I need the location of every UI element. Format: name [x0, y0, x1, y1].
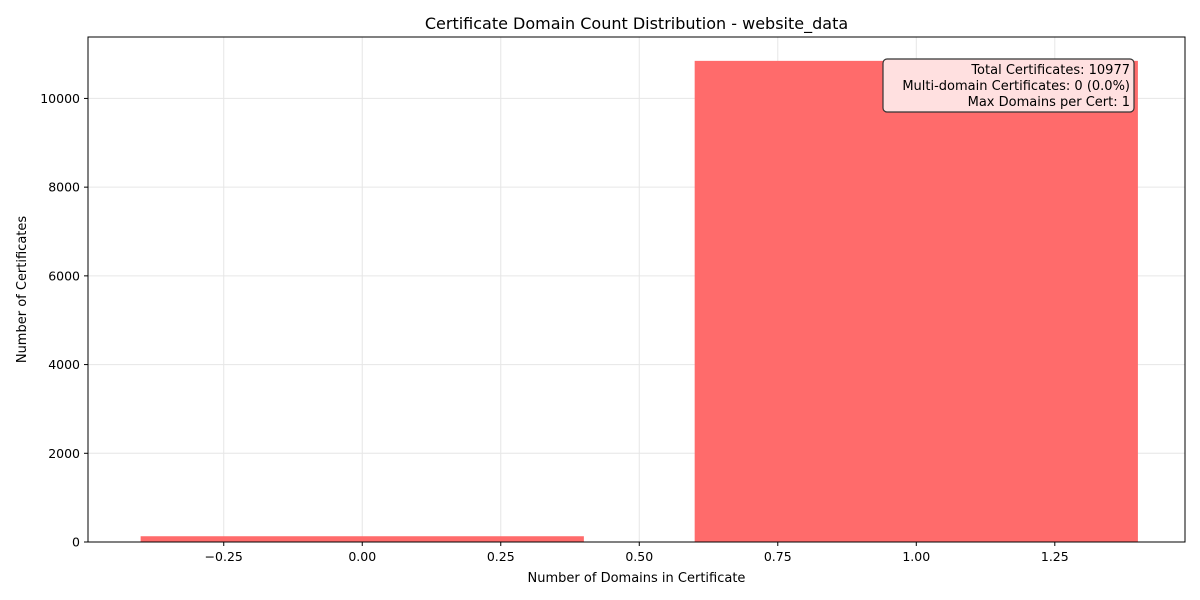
stats-max-domains-per-cert: Max Domains per Cert: 1: [968, 95, 1130, 110]
x-axis-ticks: −0.25 0.00 0.25 0.50 0.75 1.00 1.25: [205, 542, 1069, 564]
y-tick-label: 10000: [40, 91, 80, 106]
stats-box: Total Certificates: 10977 Multi-domain C…: [882, 58, 1135, 113]
x-axis-title: Number of Domains in Certificate: [528, 571, 746, 586]
y-tick-label: 2000: [48, 446, 80, 461]
bars: [140, 60, 1138, 542]
bar-0: [140, 536, 584, 542]
stats-box-background: [882, 58, 1135, 113]
bar-1: [694, 60, 1138, 542]
plot-frame: [87, 36, 1186, 543]
y-axis-title: Number of Certificates: [15, 216, 30, 364]
x-tick-label: 1.25: [1041, 549, 1069, 564]
x-tick-label: −0.25: [205, 549, 243, 564]
y-tick-label: 4000: [48, 357, 80, 372]
x-tick-label: 1.00: [902, 549, 930, 564]
x-tick-label: 0.00: [348, 549, 376, 564]
y-tick-label: 0: [72, 535, 80, 550]
chart-title: Certificate Domain Count Distribution - …: [425, 14, 848, 34]
x-tick-label: 0.75: [764, 549, 792, 564]
y-tick-label: 8000: [48, 180, 80, 195]
y-tick-label: 6000: [48, 268, 80, 283]
y-axis-ticks: 0 2000 4000 6000 8000 10000: [40, 91, 88, 550]
x-tick-label: 0.25: [487, 549, 515, 564]
x-tick-label: 0.50: [625, 549, 653, 564]
stats-total-certificates: Total Certificates: 10977: [970, 63, 1130, 78]
stats-multi-domain-certificates: Multi-domain Certificates: 0 (0.0%): [902, 79, 1130, 94]
